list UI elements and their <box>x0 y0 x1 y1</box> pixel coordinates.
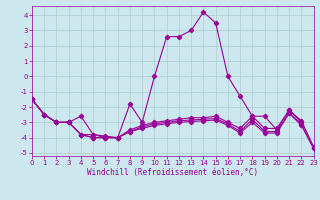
X-axis label: Windchill (Refroidissement éolien,°C): Windchill (Refroidissement éolien,°C) <box>87 168 258 177</box>
